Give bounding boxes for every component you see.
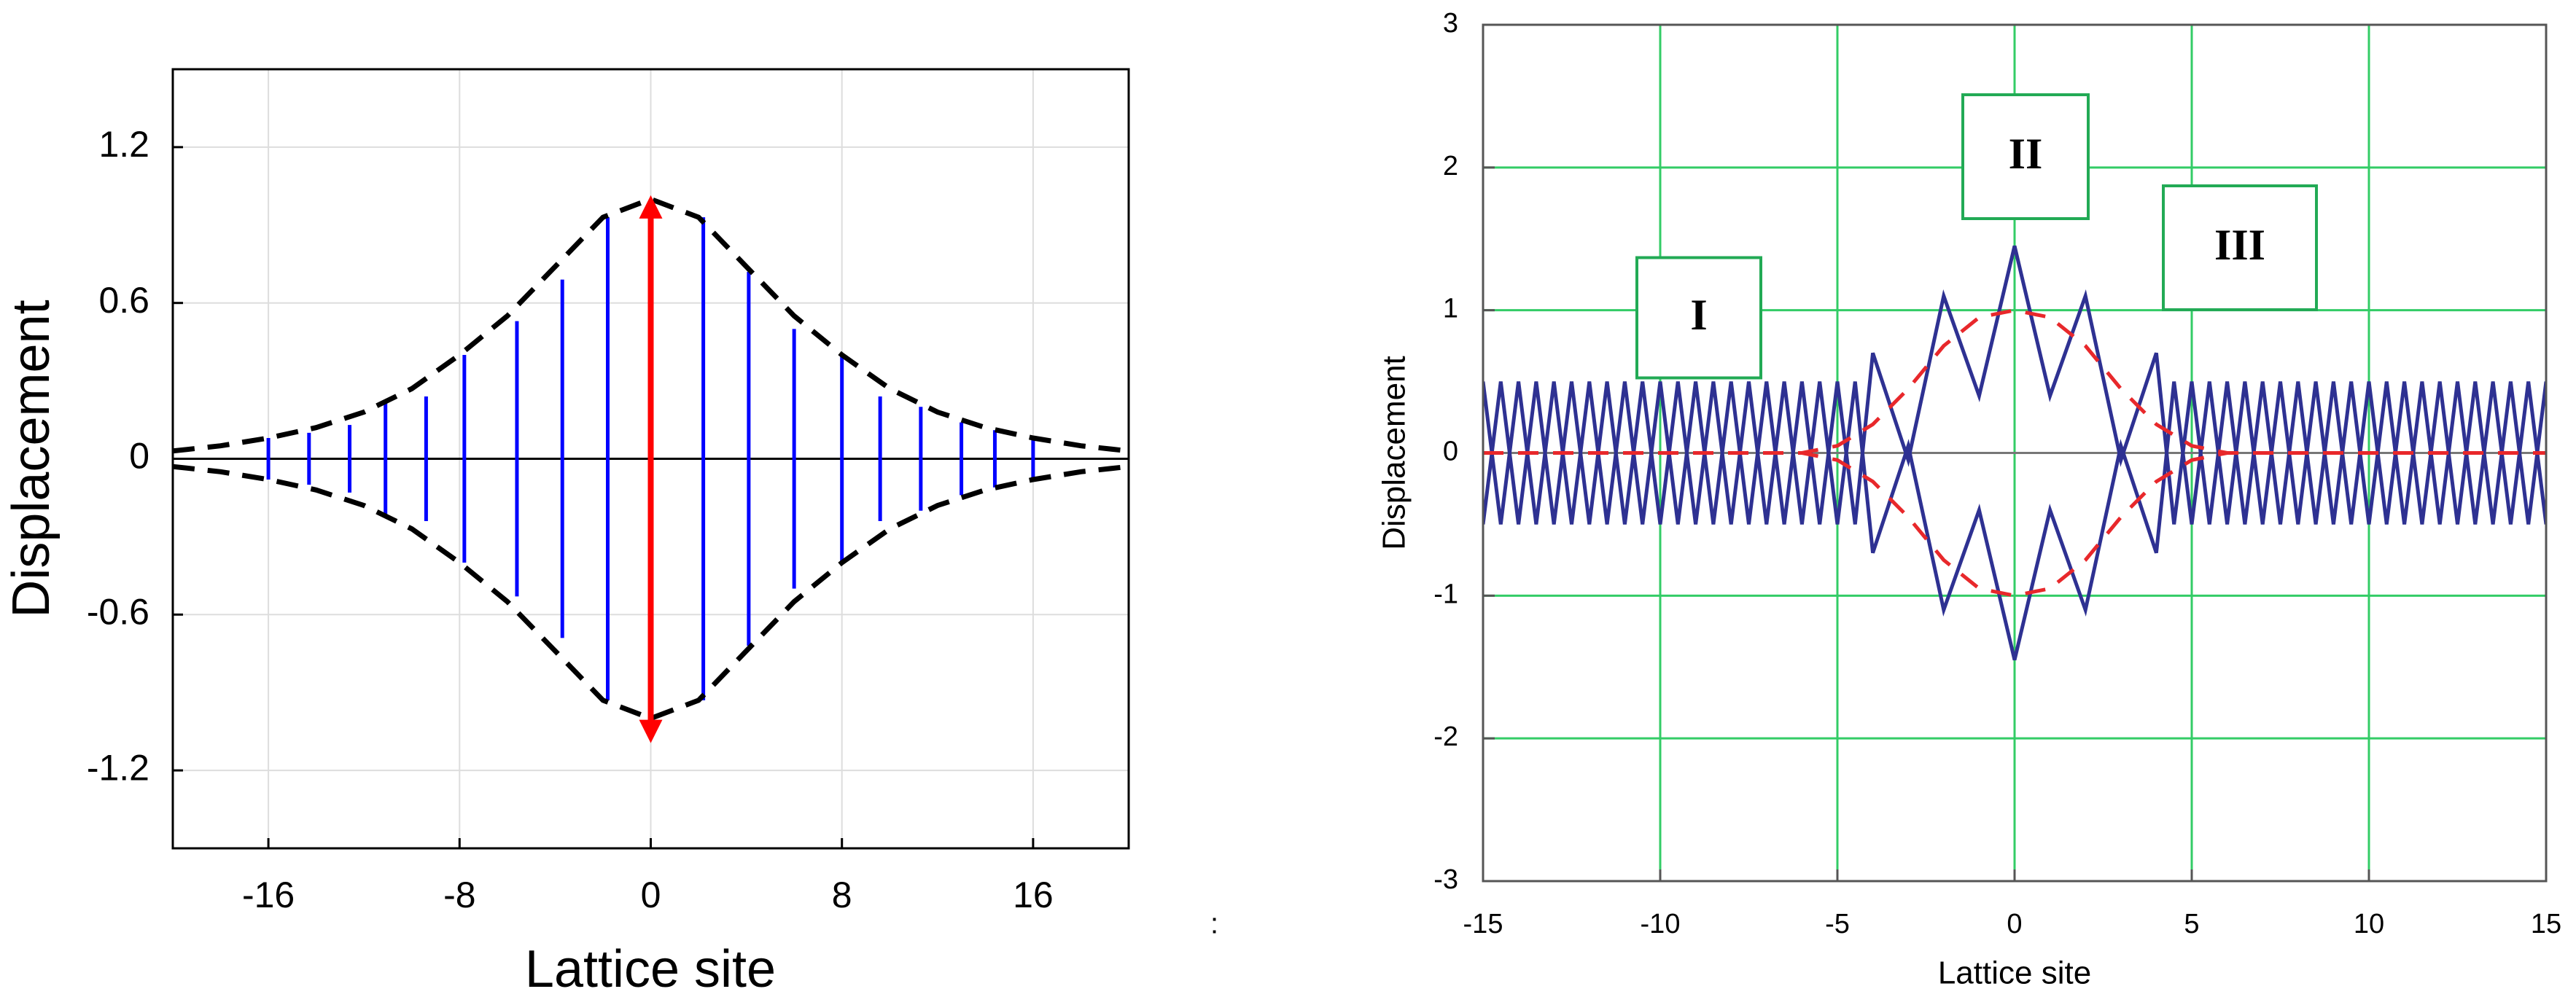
data-line	[1483, 245, 2546, 525]
y-axis-label: Displacement	[2, 300, 61, 617]
x-tick-label: -10	[1641, 909, 1681, 939]
y-tick-label: -1.2	[87, 747, 149, 788]
plot: -16 -8 0 8 16 -1.2 -0.6 0 0.6 1.2 Lattice site Disp…	[2, 68, 1130, 998]
x-axis-label: Lattice site	[1938, 955, 2091, 991]
x-axis-label: Lattice site	[525, 940, 776, 998]
separator: :	[1210, 908, 1218, 940]
x-tick-label: 16	[1013, 875, 1054, 915]
x-tick-label: -5	[1825, 909, 1850, 939]
x-tick-label: -16	[242, 875, 295, 915]
y-tick-label: 3	[1443, 8, 1458, 39]
y-tick-label: -0.6	[87, 592, 149, 633]
x-tick-label: 8	[832, 875, 852, 915]
y-tick-label: 0	[1443, 437, 1458, 467]
y-tick-label: 1.2	[98, 124, 149, 165]
annotation-box	[2162, 184, 2318, 311]
envelope-line	[173, 196, 1129, 454]
y-tick-label: 2	[1443, 151, 1458, 181]
annotation-box	[1635, 256, 1762, 380]
annotation-box	[1961, 93, 2090, 220]
annotation-label: II	[2009, 130, 2043, 178]
plot-frame	[171, 68, 1130, 850]
y-tick-label: -2	[1433, 722, 1458, 752]
envelope-line	[173, 464, 1129, 722]
x-tick-label: -15	[1463, 909, 1503, 939]
x-tick-label: 5	[2184, 909, 2199, 939]
annotation-label: III	[2214, 221, 2265, 269]
x-tick-label: 10	[2354, 909, 2384, 939]
x-tick-label: 0	[641, 875, 661, 915]
y-axis-label: Displacement	[1377, 356, 1412, 550]
plot-area	[173, 196, 1129, 722]
plot-frame	[1482, 23, 2548, 883]
x-tick-label: -8	[443, 875, 475, 915]
y-tick-label: 0.6	[98, 280, 149, 321]
y-tick-label: 1	[1443, 294, 1458, 324]
data-line	[1483, 381, 2546, 661]
annotation-label: I	[1690, 291, 1707, 339]
x-tick-label: 0	[2007, 909, 2022, 939]
y-tick-label: -1	[1433, 579, 1458, 609]
x-tick-label: 15	[2531, 909, 2561, 939]
plot-area	[1483, 245, 2546, 661]
envelope-line	[1483, 451, 2546, 598]
y-tick-label: 0	[129, 436, 149, 477]
y-tick-label: -3	[1433, 864, 1458, 895]
